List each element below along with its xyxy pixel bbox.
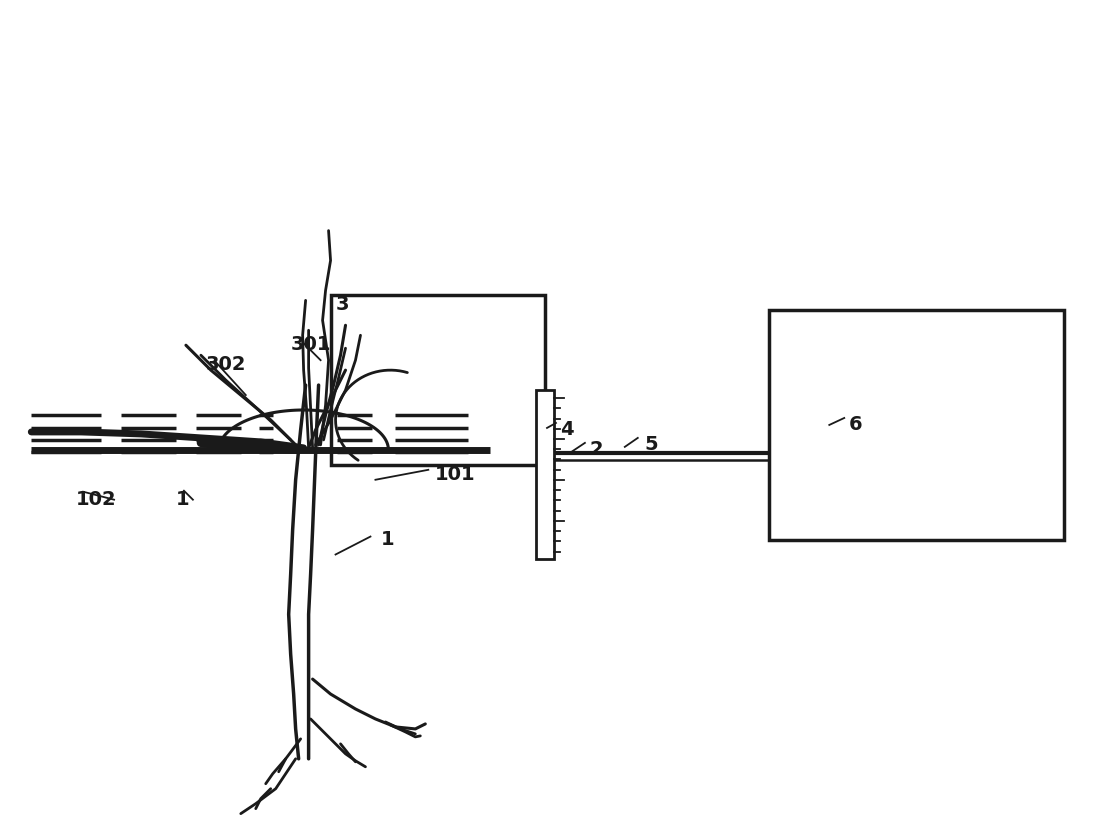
- Text: 101: 101: [435, 465, 476, 484]
- Bar: [536, 390, 554, 559]
- Text: 102: 102: [76, 490, 117, 509]
- Text: 2: 2: [590, 440, 604, 459]
- Text: 4: 4: [560, 420, 574, 439]
- Text: 3: 3: [335, 296, 349, 314]
- Text: 5: 5: [645, 435, 658, 454]
- Text: 1: 1: [380, 530, 395, 549]
- Text: 6: 6: [850, 415, 863, 434]
- Text: 302: 302: [206, 355, 247, 374]
- Text: 1: 1: [176, 490, 190, 509]
- Bar: [769, 310, 1063, 540]
- Text: 301: 301: [291, 335, 332, 355]
- Bar: [331, 296, 545, 465]
